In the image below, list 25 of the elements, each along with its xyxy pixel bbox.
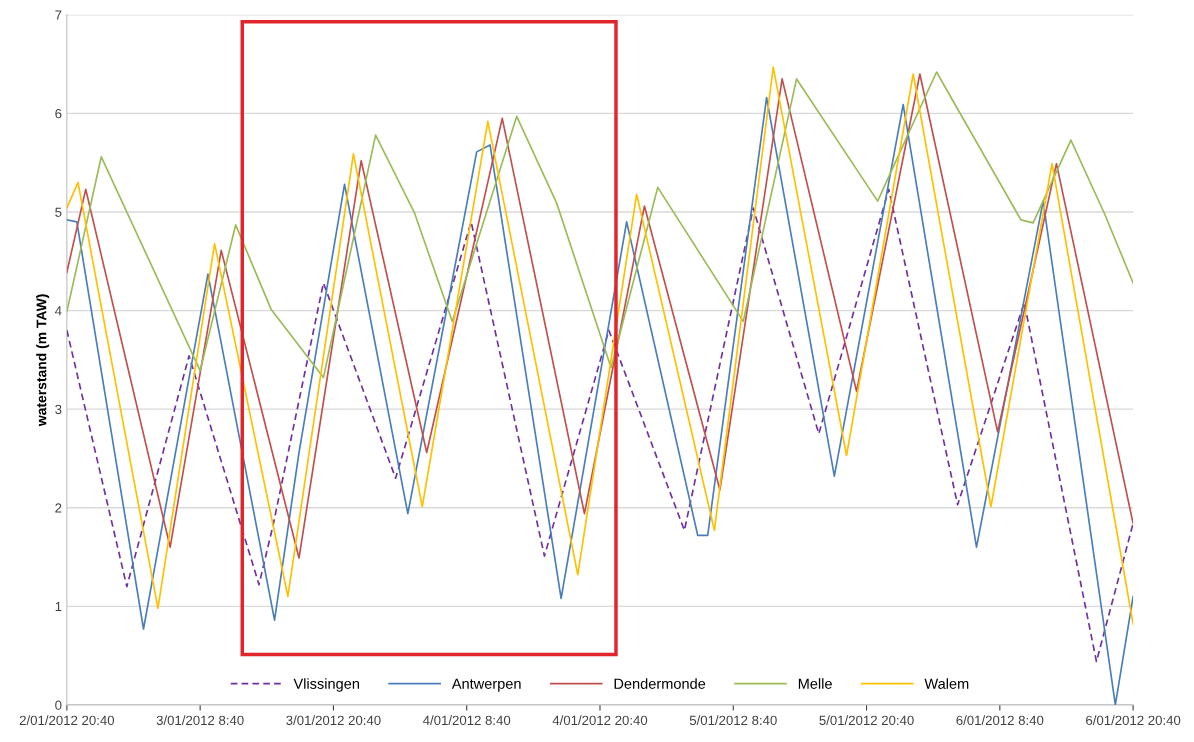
legend-label: Antwerpen — [451, 678, 521, 692]
legend-label: Dendermonde — [614, 678, 706, 689]
y-tick-label: 7 — [55, 10, 62, 20]
legend-label: Melle — [798, 678, 832, 689]
line-series — [66, 71, 1134, 379]
x-tick-label: 5/01/2012 20:40 — [819, 715, 914, 726]
y-tick-label: 5 — [55, 207, 62, 217]
y-axis-title: waterstand (m TAW) — [36, 294, 50, 427]
x-tick-label: 4/01/2012 8:40 — [422, 715, 511, 726]
y-tick-label: 1 — [55, 602, 62, 612]
y-tick-label: 3 — [55, 404, 62, 415]
y-tick-label: 4 — [54, 306, 62, 316]
y-tick-label: 0 — [55, 700, 62, 710]
x-tick-label: 3/01/2012 20:40 — [286, 715, 381, 726]
x-tick-label: 5/01/2012 8:40 — [689, 715, 777, 726]
x-tick-label: 6/01/2012 8:40 — [956, 715, 1044, 726]
legend-label: Walem — [924, 678, 969, 689]
x-tick-label: 3/01/2012 8:40 — [156, 715, 244, 726]
y-tick-label: 6 — [55, 108, 62, 119]
y-tick-label: 2 — [55, 503, 62, 513]
legend-label: Vlissingen — [293, 678, 359, 692]
x-tick-label: 6/01/2012 20:40 — [1086, 715, 1181, 726]
x-tick-label: 4/01/2012 20:40 — [552, 715, 648, 726]
x-tick-label: 2/01/2012 20:40 — [19, 715, 115, 726]
line-series — [66, 188, 1134, 663]
